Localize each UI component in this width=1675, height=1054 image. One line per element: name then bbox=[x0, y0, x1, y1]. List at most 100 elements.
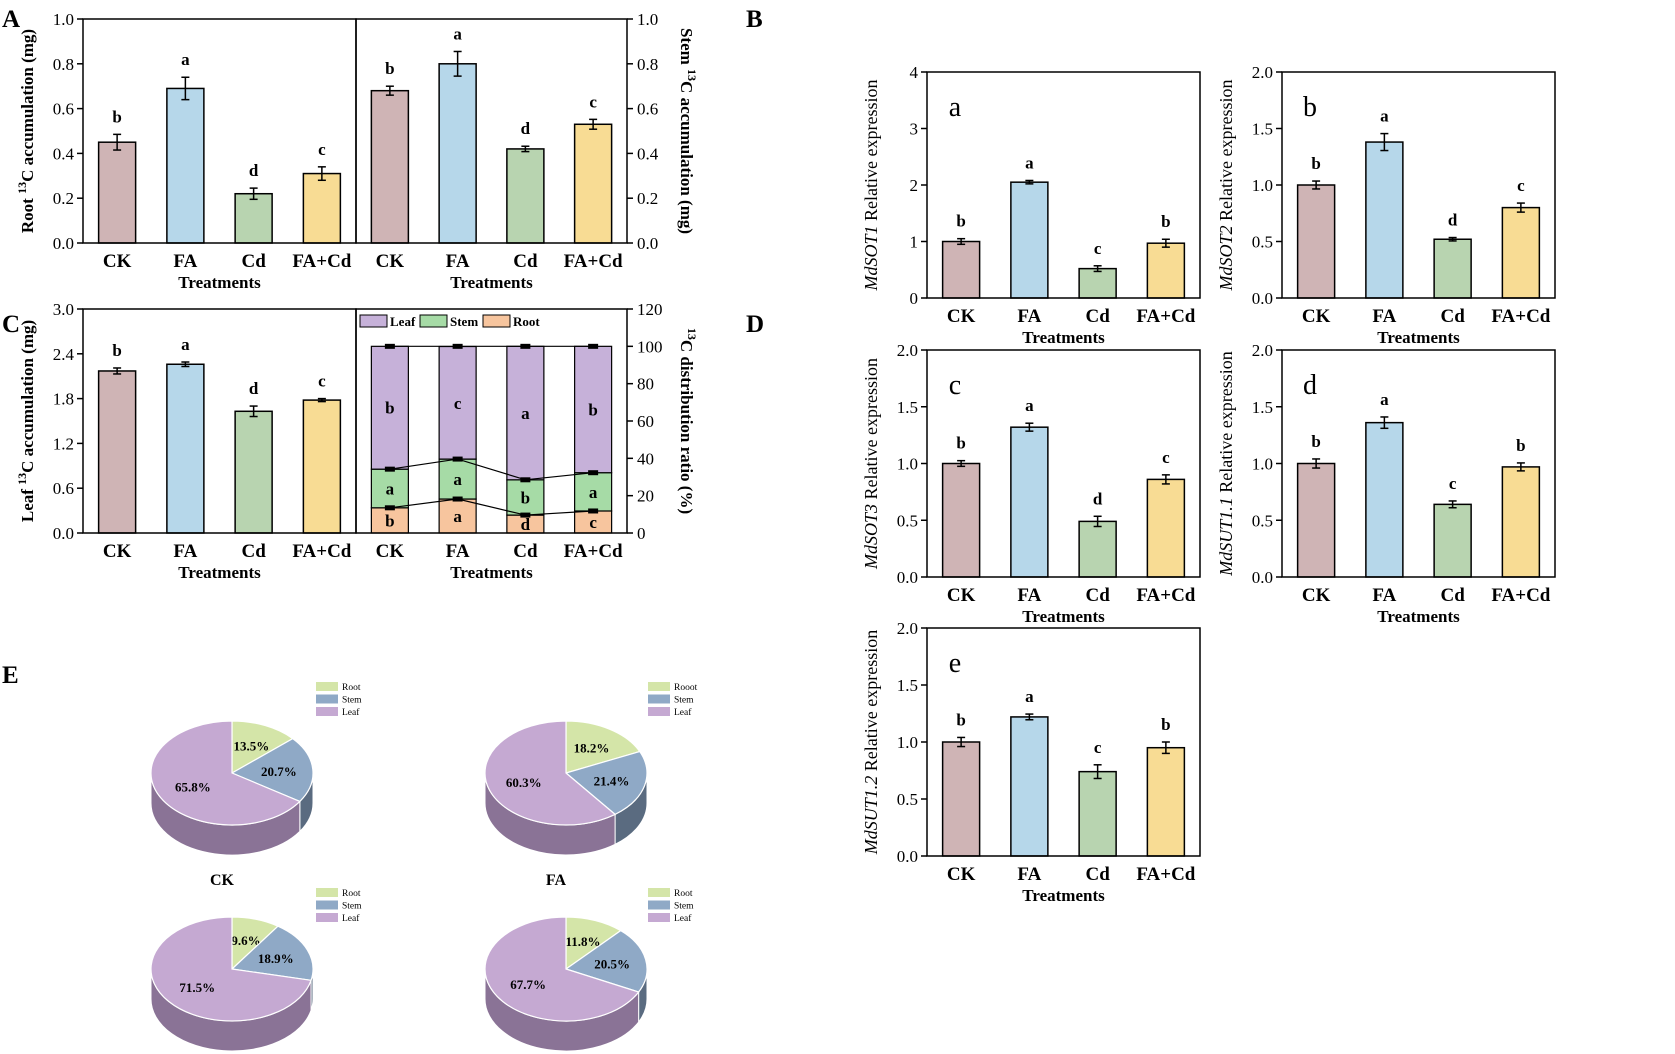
D-d-ytick-label: 2.0 bbox=[1252, 341, 1273, 360]
C-dist-x-label: CK bbox=[376, 541, 405, 562]
C-dist-stack-root bbox=[438, 498, 477, 534]
D-b-ytick-label: 0.5 bbox=[1252, 233, 1273, 252]
A-stem-x-label: FA bbox=[446, 251, 470, 272]
E-FA-legend-label: Stem bbox=[674, 696, 694, 706]
E-CK-slice-label: 65.8% bbox=[175, 780, 211, 795]
C-dist-connector-line bbox=[389, 458, 594, 481]
A-root-sig-letter: a bbox=[181, 50, 190, 69]
C-dist-legend-label: Leaf bbox=[390, 314, 416, 329]
E-CK-legend-swatch bbox=[316, 682, 338, 691]
E-FA-slice-label: 18.2% bbox=[574, 741, 610, 756]
C-dist-stack-leaf bbox=[370, 345, 409, 470]
A-root-bar bbox=[97, 141, 137, 244]
D-c-x-label: Cd bbox=[1085, 585, 1110, 606]
E-CK-legend-swatch bbox=[316, 707, 338, 716]
C-dist-sig-letter: a bbox=[453, 507, 462, 526]
panel-label-e: E bbox=[2, 662, 19, 689]
A-stem-bar bbox=[370, 89, 410, 244]
C-dist-sig-letter: b bbox=[521, 488, 530, 507]
C-dist-sig-letter: a bbox=[521, 404, 530, 423]
D-c-x-label: FA+Cd bbox=[1136, 585, 1195, 606]
D-d-x-label: FA bbox=[1372, 585, 1396, 606]
C-dist-sig-letter: b bbox=[385, 511, 394, 530]
C-leaf-ytick-label: 1.8 bbox=[53, 390, 74, 409]
D-a-x-label: Cd bbox=[1085, 306, 1110, 327]
D-c-ytick-label: 0.0 bbox=[897, 568, 918, 587]
A-stem-x-label: CK bbox=[376, 251, 405, 272]
D-c-ytick-label: 2.0 bbox=[897, 341, 918, 360]
E-CK-title: CK bbox=[210, 872, 235, 889]
C-leaf-bar bbox=[302, 399, 342, 534]
D-b-sig-letter: a bbox=[1380, 107, 1389, 126]
E-FA-legend-label: Rooot bbox=[674, 683, 698, 693]
panel-label-d: D bbox=[746, 311, 764, 338]
E-FA-slice-rooot bbox=[565, 720, 641, 774]
D-d-ylabel: MdSUT1.1 Relative expression bbox=[1216, 351, 1236, 576]
C-dist-connector-marker bbox=[384, 466, 395, 472]
E-Cd-slice-label: 71.5% bbox=[179, 980, 215, 995]
D-e-bar bbox=[1010, 716, 1049, 857]
C-dist-sig-letter: b bbox=[588, 401, 597, 420]
D-d-sig-letter: b bbox=[1516, 436, 1525, 455]
E-FA-slice-leaf bbox=[484, 720, 617, 826]
D-a-x-label: CK bbox=[947, 306, 976, 327]
D-c-sig-letter: c bbox=[1162, 448, 1170, 467]
E-CK-legend-label: Root bbox=[342, 683, 361, 693]
C-leaf-bar bbox=[234, 410, 273, 534]
D-b-ytick-label: 2.0 bbox=[1252, 63, 1273, 82]
A-root-ytick-label: 1.0 bbox=[53, 10, 74, 29]
D-e-ytick-label: 1.5 bbox=[897, 676, 918, 695]
D-e-sig-letter: c bbox=[1094, 738, 1102, 757]
D-d-xlabel: Treatments bbox=[1377, 607, 1460, 626]
C-dist-connector-marker bbox=[452, 456, 463, 462]
D-c-panel-tag: c bbox=[949, 370, 961, 401]
E-FACd-slice-label: 11.8% bbox=[565, 934, 600, 949]
D-c-bar bbox=[1078, 520, 1117, 578]
D-a-x-label: FA bbox=[1017, 306, 1041, 327]
A-stem-ytick-label: 1.0 bbox=[637, 10, 658, 29]
A-stem-ytick-label: 0.2 bbox=[637, 189, 658, 208]
E-FACd-legend-swatch bbox=[648, 913, 670, 922]
D-b-sig-letter: d bbox=[1448, 211, 1458, 230]
C-dist-stack-leaf bbox=[506, 345, 545, 481]
C-leaf-ytick-label: 0.0 bbox=[53, 524, 74, 543]
E-CK-legend-label: Leaf bbox=[342, 707, 360, 718]
D-b-sig-letter: c bbox=[1517, 176, 1525, 195]
E-FACd-slice-label: 20.5% bbox=[594, 956, 630, 971]
E-FA-legend-swatch bbox=[648, 694, 670, 704]
D-c-ylabel: MdSOT3 Relative expression bbox=[861, 358, 881, 570]
A-root-bar bbox=[234, 192, 273, 244]
D-c-frame bbox=[926, 349, 1201, 578]
C-leaf-sig-letter: c bbox=[318, 372, 326, 391]
C-leaf-sig-letter: d bbox=[249, 379, 259, 398]
A-root-bar bbox=[166, 87, 205, 244]
C-leaf-sig-letter: b bbox=[112, 341, 121, 360]
D-b-bar bbox=[1296, 184, 1336, 299]
C-dist-sig-letter: a bbox=[386, 479, 395, 498]
D-a-sig-letter: a bbox=[1025, 153, 1034, 172]
D-c-ytick-label: 0.5 bbox=[897, 511, 918, 530]
D-d-frame bbox=[1281, 349, 1556, 578]
A-root-ytick-label: 0.8 bbox=[53, 55, 74, 74]
E-FA-legend-swatch bbox=[648, 682, 670, 691]
charts-layer: 0.0 0.2 0.4 0.6 0.8 1.0 b CK a FA d Cd c FA+Cd Treatme… bbox=[15, 10, 1556, 1052]
C-dist-legend-label: Root bbox=[513, 314, 540, 329]
D-e-x-label: FA bbox=[1017, 864, 1041, 885]
A-stem-sig-letter: b bbox=[385, 59, 394, 78]
D-b-ylabel: MdSOT2 Relative expression bbox=[1216, 80, 1236, 292]
E-Cd-slice-label: 9.6% bbox=[231, 933, 260, 948]
E-CK-legend-swatch bbox=[316, 694, 338, 704]
C-leaf-bar bbox=[166, 363, 205, 534]
D-a-panel-tag: a bbox=[949, 92, 962, 123]
A-stem-bar bbox=[573, 123, 613, 244]
C-leaf-x-label: FA bbox=[173, 541, 197, 562]
panel-label-a: A bbox=[2, 6, 20, 33]
D-d-ytick-label: 0.5 bbox=[1252, 511, 1273, 530]
D-d-x-label: CK bbox=[1302, 585, 1331, 606]
C-dist-stack-leaf bbox=[574, 345, 613, 474]
A-root-ytick-label: 0.0 bbox=[53, 234, 74, 253]
C-dist-connector-marker bbox=[384, 505, 395, 511]
C-dist-sig-letter: c bbox=[454, 394, 462, 413]
A-stem-sig-letter: c bbox=[589, 92, 597, 111]
D-b-sig-letter: b bbox=[1311, 154, 1320, 173]
